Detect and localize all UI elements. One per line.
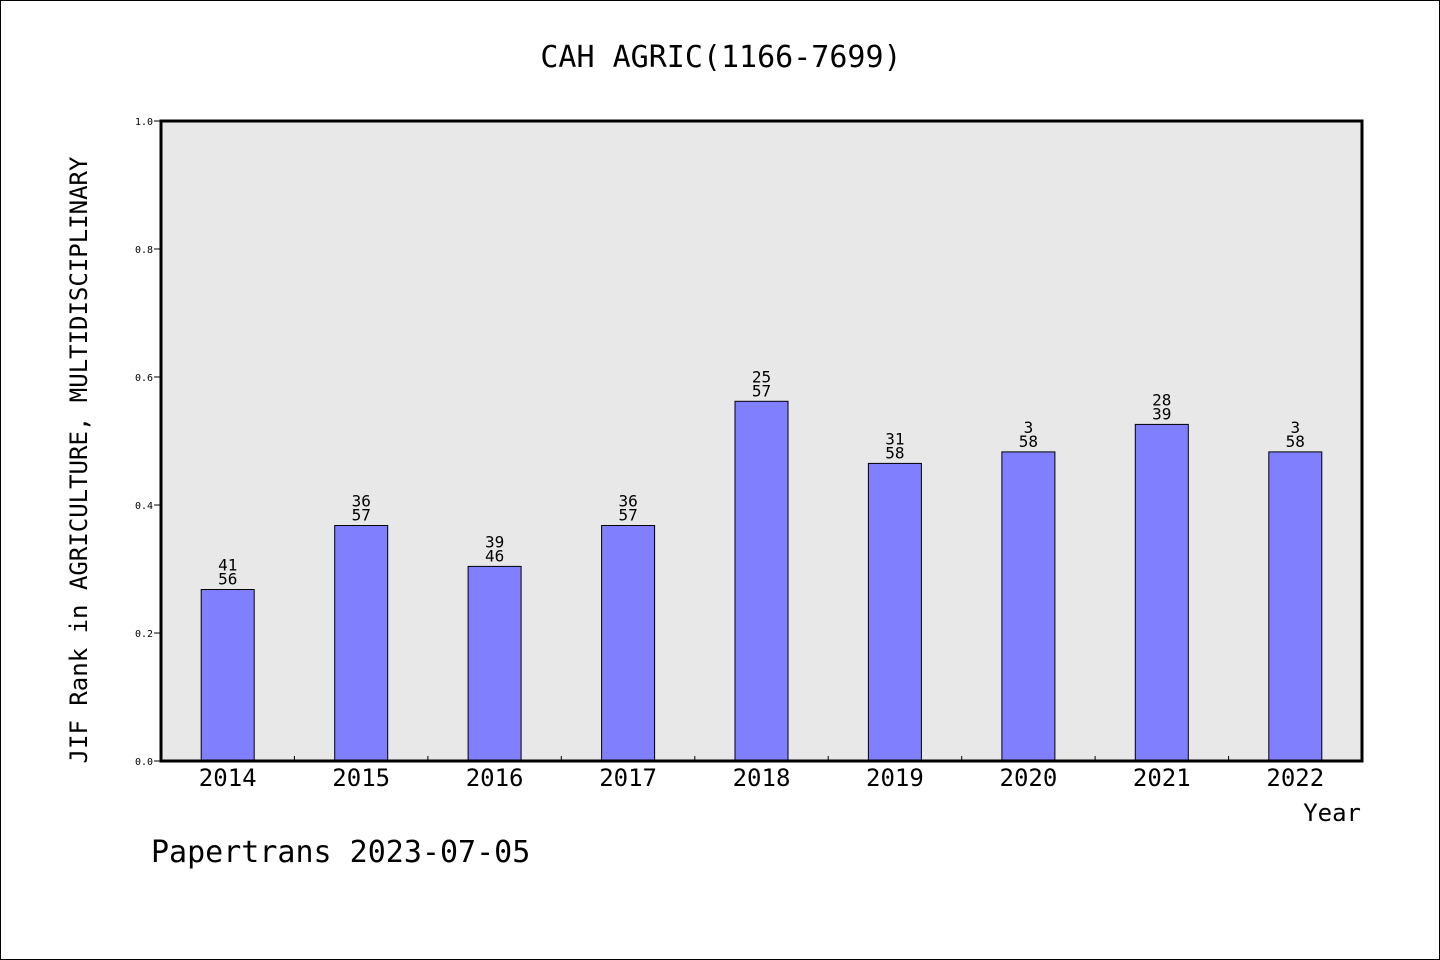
x-tick-label: 2018 [733,764,791,792]
bar-label-rank: 36 [618,492,637,511]
x-tick-label: 2019 [866,764,924,792]
bar-label-rank: 3 [1024,418,1034,437]
bar-2020 [1001,451,1056,762]
y-tick-label: 0.2 [135,629,153,640]
y-tick-label: 0.8 [135,245,153,256]
x-tick-label: 2014 [199,764,257,792]
x-axis-label: Year [1303,799,1361,827]
bar-label-rank: 25 [752,367,771,386]
y-tick-label: 0.4 [135,501,153,512]
x-tick-label: 2016 [466,764,524,792]
y-tick-label: 0.6 [135,373,153,384]
bar-label-total: 46 [485,546,504,565]
bar-label-total: 58 [885,443,904,462]
x-tick-label: 2015 [332,764,390,792]
bar-label-total: 57 [618,506,637,525]
bar-label-total: 58 [1019,432,1038,451]
bar-2019 [867,462,922,762]
x-tick-label: 2022 [1266,764,1324,792]
bar-label-rank: 36 [352,492,371,511]
x-tick-label: 2017 [599,764,657,792]
x-tick-label: 2020 [1000,764,1058,792]
bar-label-total: 57 [352,506,371,525]
bar-label-total: 58 [1286,432,1305,451]
plot-frame [159,119,1364,763]
bar-2014 [200,589,255,762]
bar-2016 [467,565,522,762]
footer-text: Papertrans 2023-07-05 [151,835,531,870]
bar-2022 [1268,451,1323,762]
bar-2018 [734,400,789,762]
chart-title: CAH AGRIC(1166-7699) [540,40,901,75]
y-tick-label: 0.0 [135,757,153,768]
bar-label-rank: 3 [1290,418,1300,437]
y-axis-label: JIF Rank in AGRICULTURE, MULTIDISCIPLINA… [65,156,93,763]
bar-label-total: 39 [1152,404,1171,423]
bar-label-rank: 39 [485,532,504,551]
bar-label-total: 56 [218,570,237,589]
bar-label-rank: 41 [218,556,237,575]
bar-label-rank: 28 [1152,390,1171,409]
bar-2021 [1134,423,1189,762]
bar-2017 [601,525,656,762]
x-tick-label: 2021 [1133,764,1191,792]
bar-label-total: 57 [752,381,771,400]
bar-2015 [334,525,389,762]
y-tick-label: 1.0 [135,117,153,128]
bar-label-rank: 31 [885,429,904,448]
